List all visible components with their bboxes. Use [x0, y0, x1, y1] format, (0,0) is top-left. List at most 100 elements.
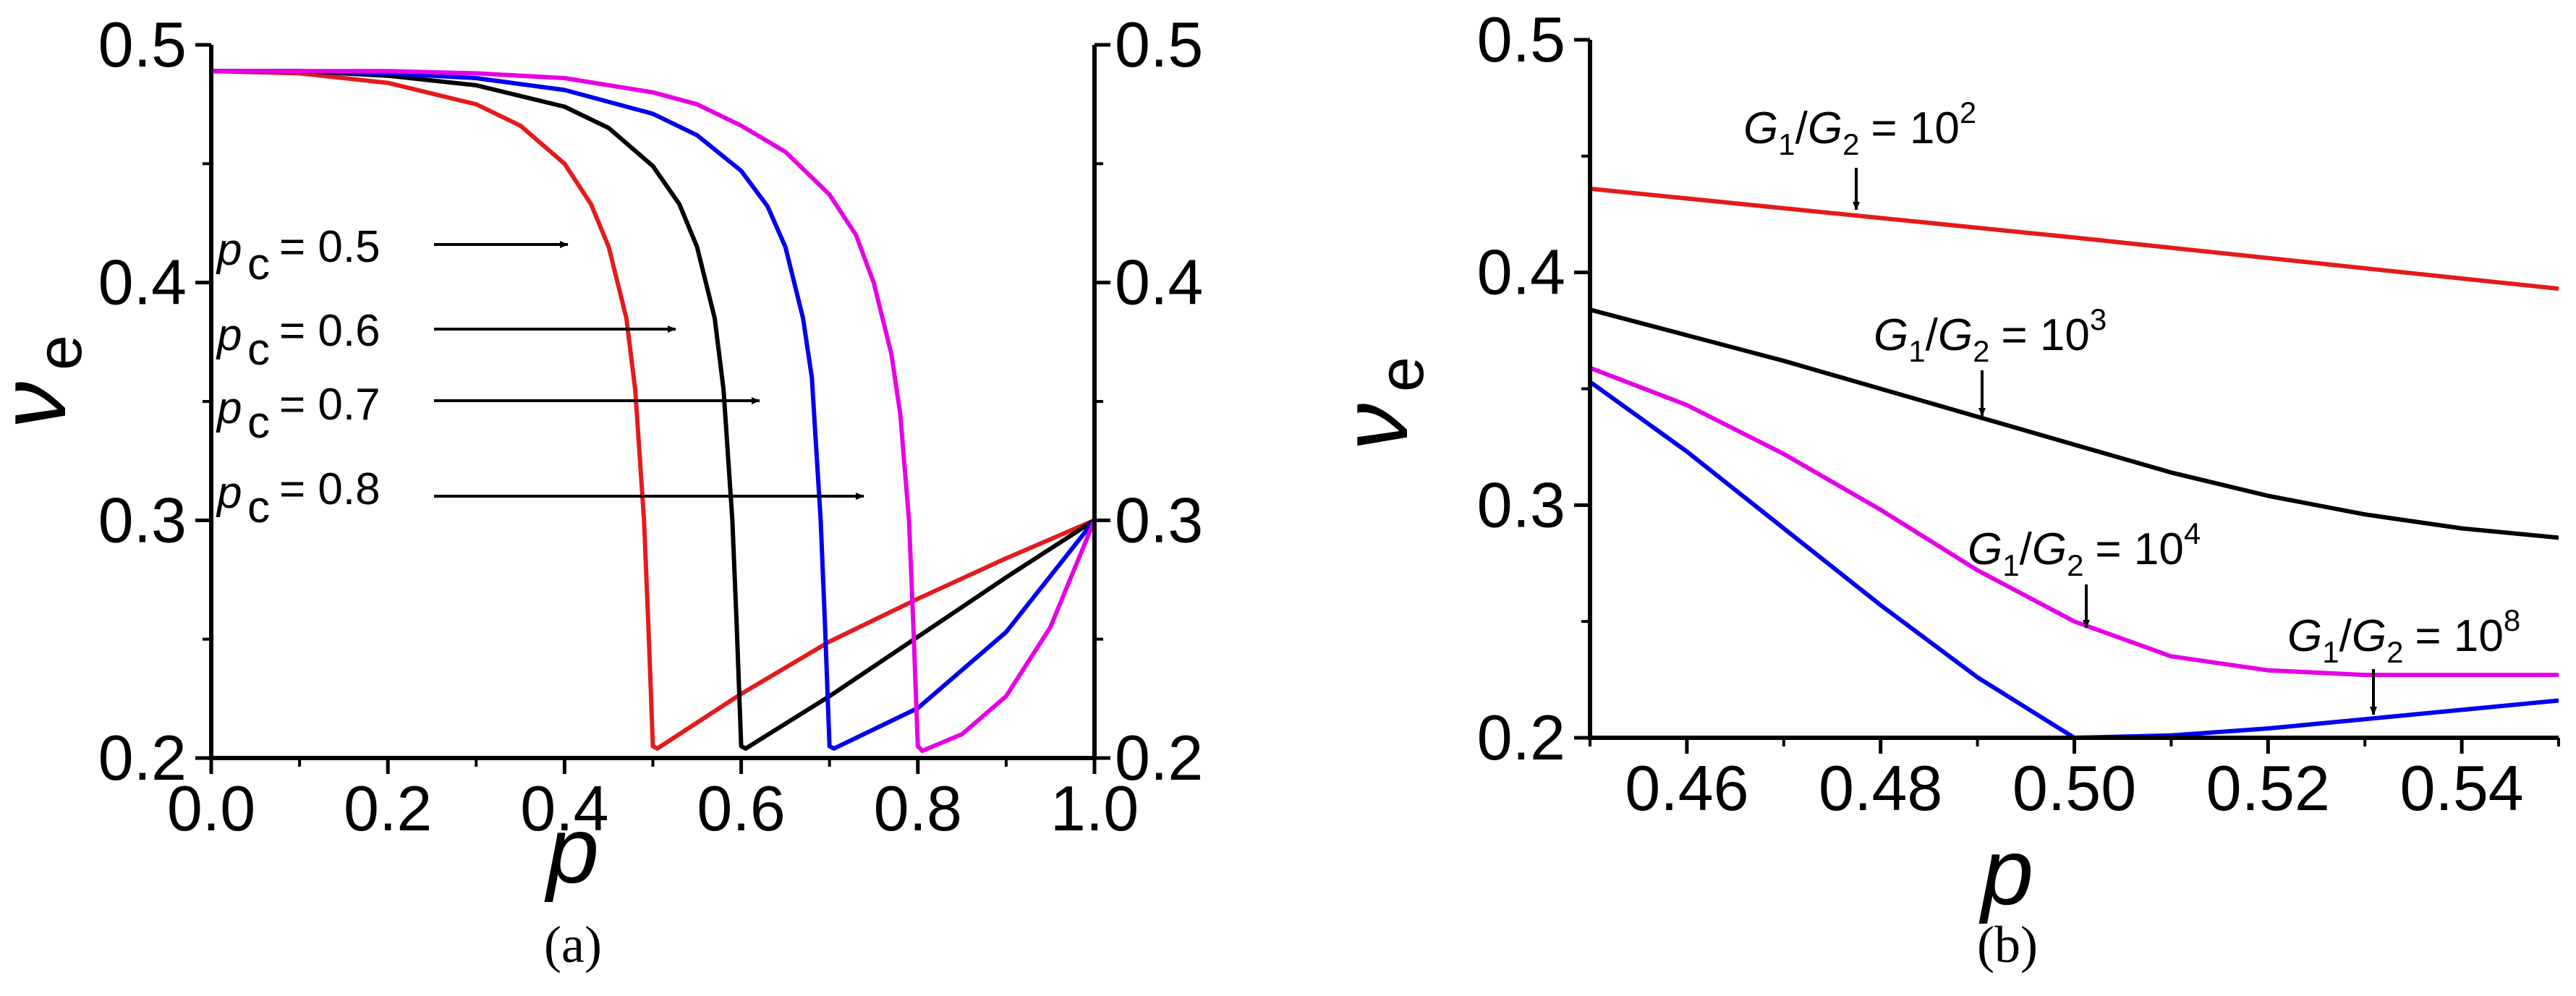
annotation-g-ratio-10-4: G1/G2 = 104: [1968, 516, 2201, 629]
panel-b-x-tick-label: 0.48: [1819, 752, 1942, 824]
panel-b-x-tick-label: 0.46: [1625, 752, 1748, 824]
g1-sub: 1: [1778, 127, 1795, 161]
g2-var: G: [2352, 611, 2386, 661]
g1-var: G: [1968, 524, 2002, 574]
exp: 8: [2504, 603, 2520, 637]
g1-sub: 1: [2002, 548, 2019, 582]
g1-var: G: [2287, 611, 2322, 661]
panel-a-y-tick-label: 0.2: [98, 722, 187, 793]
panel-a-right-y-tick-label: 0.2: [1115, 722, 1203, 793]
panel-a-x-tick-label: 0.0: [167, 772, 255, 844]
panel-a-series-0: [211, 69, 1094, 751]
g2-var: G: [1808, 103, 1842, 153]
slash: /: [2339, 611, 2352, 661]
annotation-pc-0.6: p c = 0.6: [216, 306, 676, 375]
panel-b-label: (b): [1977, 916, 2038, 974]
annotation-g-ratio-10-8: G1/G2 = 108: [2287, 603, 2520, 715]
g2-sub: 2: [1842, 127, 1859, 161]
annotation-pc-0.5: p c = 0.5: [216, 222, 569, 289]
annotation-g-ratio-10-4-text: G1/G2 = 104: [1968, 516, 2201, 582]
exp: 4: [2184, 516, 2201, 550]
g2-sub: 2: [2067, 548, 2083, 582]
panel-b-series-3: [1590, 380, 2559, 738]
panel-a-y-axis-subscript: e: [23, 335, 95, 370]
annotation-pc-0.7-value: = 0.7: [279, 380, 381, 430]
annotation-pc-0.7: p c = 0.7: [216, 380, 760, 448]
g2-sub: 2: [2386, 635, 2403, 669]
panel-b-series-2: [1590, 365, 2559, 678]
annotation-pc-0.8: p c = 0.8: [216, 464, 864, 532]
panel-a-series-2: [211, 69, 1094, 751]
exp: 3: [2090, 302, 2107, 336]
annotation-pc-0.8-var: p: [216, 468, 242, 518]
panel-b-axes: [1588, 40, 2559, 740]
g1-var: G: [1743, 103, 1778, 153]
annotation-pc-0.8-value: = 0.8: [279, 464, 381, 514]
panel-b-y-axis-symbol: ν: [1322, 404, 1427, 451]
panel-b: 0.46 0.48 0.50 0.52 0.54 0.2 0.3 0.4 0.5 p ν e G…: [1322, 4, 2560, 974]
panel-b-y-axis-subscript: e: [1365, 357, 1437, 392]
annotation-pc-0.6-value: = 0.6: [279, 306, 381, 356]
g1-sub: 1: [2322, 635, 2339, 669]
panel-b-y-tick-label: 0.2: [1477, 702, 1565, 773]
panel-b-y-tick-label: 0.4: [1477, 237, 1565, 308]
slash: /: [2020, 524, 2033, 574]
panel-b-x-tick-label: 0.50: [2012, 752, 2136, 824]
panel-a-curves: [211, 69, 1094, 754]
g2-var: G: [1938, 310, 1973, 360]
panel-b-x-axis-label: p: [1978, 819, 2033, 924]
panel-a-right-y-tick-label: 0.4: [1115, 247, 1203, 318]
annotation-pc-0.6-var: p: [216, 310, 242, 360]
g2-var: G: [2032, 524, 2067, 574]
panel-a-y-tick-label: 0.4: [98, 247, 187, 318]
panel-a-label: (a): [544, 916, 602, 974]
panel-b-y-tick-label: 0.5: [1477, 4, 1565, 75]
annotation-g-ratio-10-3-text: G1/G2 = 103: [1874, 302, 2107, 368]
eq: = 10: [2415, 611, 2503, 661]
panel-a-x-tick-label: 1.0: [1050, 772, 1139, 844]
panel-b-series-0: [1590, 186, 2559, 291]
panel-b-curves: [1590, 186, 2559, 738]
annotation-pc-0.7-var: p: [216, 383, 242, 433]
panel-a: 0.0 0.2 0.4 0.6 0.8 1.00.2 0.20.3 0.30.4 0.40.5 0…: [0, 9, 1203, 974]
panel-a-x-tick-label: 0.8: [874, 772, 962, 844]
panel-b-x-tick-label: 0.54: [2399, 752, 2523, 824]
panel-b-series-1: [1590, 307, 2559, 540]
eq: = 10: [2095, 524, 2183, 574]
eq: = 10: [1871, 103, 1959, 153]
panel-a-x-tick-label: 0.2: [344, 772, 432, 844]
panel-a-y-tick-label: 0.3: [98, 484, 187, 556]
annotation-pc-0.6-sub: c: [247, 325, 270, 375]
panel-b-y-axis-label: ν e: [1322, 357, 1437, 450]
annotation-pc-0.5-sub: c: [247, 239, 270, 289]
annotation-g-ratio-10-3: G1/G2 = 103: [1874, 302, 2107, 417]
panel-a-y-axis-symbol: ν: [0, 382, 85, 429]
slash: /: [1795, 103, 1808, 153]
g1-sub: 1: [1908, 334, 1925, 368]
panel-a-ticks: 0.0 0.2 0.4 0.6 0.8 1.00.2 0.20.3 0.30.4 0.40.5 0…: [98, 9, 1204, 844]
panel-a-x-tick-label: 0.4: [520, 772, 608, 844]
panel-b-y-tick-label: 0.3: [1477, 469, 1565, 540]
exp: 2: [1960, 95, 1976, 129]
eq: = 10: [2001, 310, 2089, 360]
panel-a-series-3: [211, 69, 1094, 754]
panel-b-ticks: 0.46 0.48 0.50 0.52 0.54 0.2 0.3 0.4 0.5: [1477, 4, 2560, 824]
panel-a-y-tick-label: 0.5: [98, 9, 187, 80]
panel-b-x-tick-label: 0.52: [2206, 752, 2330, 824]
annotation-pc-0.5-value: = 0.5: [279, 222, 381, 272]
annotation-g-ratio-10-8-text: G1/G2 = 108: [2287, 603, 2520, 669]
g2-sub: 2: [1973, 334, 1989, 368]
annotation-g-ratio-10-2-text: G1/G2 = 102: [1743, 95, 1976, 161]
annotation-pc-0.7-sub: c: [247, 398, 270, 448]
panel-a-y-axis-label: ν e: [0, 335, 95, 428]
annotation-pc-0.8-sub: c: [247, 482, 270, 532]
panel-a-x-tick-label: 0.6: [697, 772, 785, 844]
panel-a-right-y-tick-label: 0.3: [1115, 484, 1203, 556]
g1-var: G: [1874, 310, 1908, 360]
annotation-g-ratio-10-2: G1/G2 = 102: [1743, 95, 1976, 210]
panel-a-x-axis-label: p: [544, 797, 599, 903]
annotation-pc-0.5-var: p: [216, 225, 242, 275]
panel-a-right-y-tick-label: 0.5: [1115, 9, 1203, 80]
slash: /: [1926, 310, 1939, 360]
